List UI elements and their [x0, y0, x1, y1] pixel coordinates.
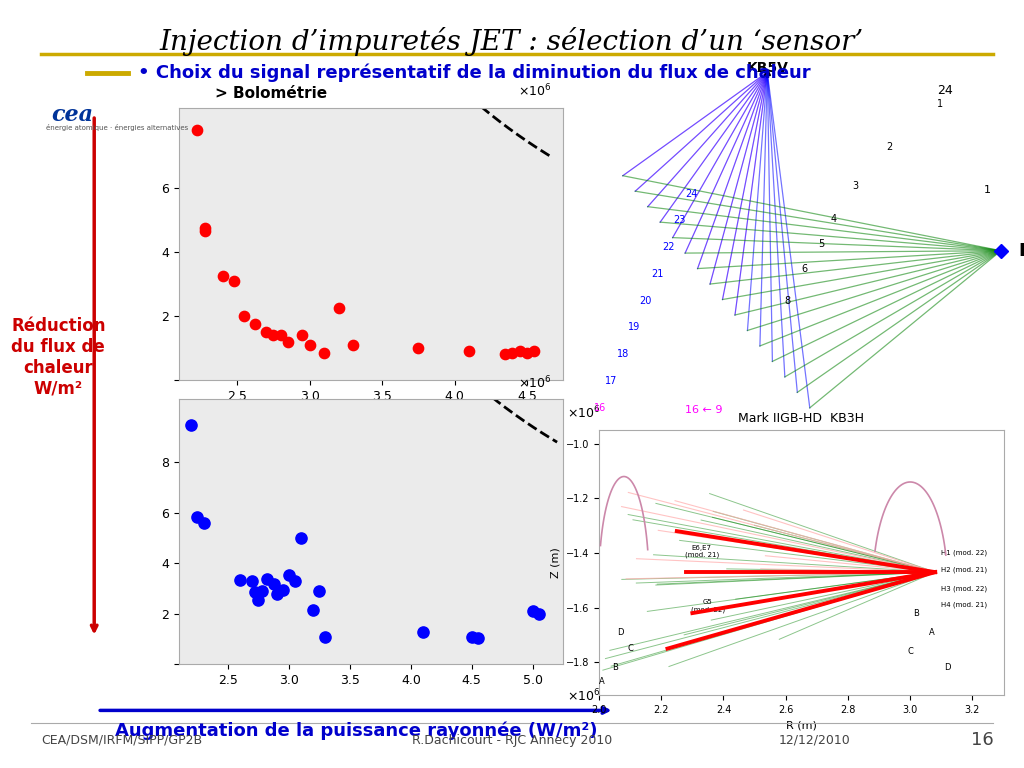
- X-axis label: R (m): R (m): [785, 720, 817, 730]
- Text: énergie atomique · énergies alternatives: énergie atomique · énergies alternatives: [46, 124, 188, 131]
- Text: 24: 24: [685, 189, 697, 199]
- Point: [526, 345, 543, 357]
- Point: [512, 345, 528, 357]
- Text: B: B: [611, 664, 617, 673]
- Text: H4 (mod. 21): H4 (mod. 21): [941, 601, 987, 608]
- Point: [281, 568, 297, 581]
- Point: [196, 517, 212, 529]
- Text: 3: 3: [852, 181, 858, 191]
- Point: [183, 419, 200, 431]
- Text: $\times 10^6$: $\times 10^6$: [567, 405, 600, 422]
- Text: B: B: [913, 609, 920, 617]
- Text: E6,E7
(mod. 21): E6,E7 (mod. 21): [685, 545, 719, 558]
- Point: [345, 339, 361, 351]
- Text: Réduction
du flux de
chaleur
W/m²: Réduction du flux de chaleur W/m²: [11, 317, 105, 397]
- Text: 2: 2: [886, 142, 893, 152]
- Point: [524, 605, 541, 617]
- Text: 1: 1: [937, 99, 943, 109]
- Text: > Bolométrie: > Bolométrie: [215, 86, 327, 101]
- Text: 16 ← 9: 16 ← 9: [685, 405, 722, 415]
- Point: [294, 329, 310, 342]
- Text: 23: 23: [674, 215, 686, 225]
- Point: [214, 270, 230, 282]
- Point: [232, 574, 249, 586]
- Text: H1 (mod. 22): H1 (mod. 22): [941, 550, 987, 556]
- Point: [470, 631, 486, 644]
- Point: [274, 584, 291, 596]
- Text: 8: 8: [784, 296, 791, 306]
- Text: Augmentation de la puissance rayonnée (W/m²): Augmentation de la puissance rayonnée (W…: [115, 722, 598, 740]
- Point: [266, 578, 283, 590]
- Point: [293, 532, 309, 545]
- Point: [311, 585, 328, 598]
- Text: CEA/DSM/IRFM/SIPP/GP2B: CEA/DSM/IRFM/SIPP/GP2B: [41, 734, 202, 746]
- Point: [305, 604, 322, 616]
- Text: 16: 16: [594, 403, 606, 413]
- Point: [301, 339, 317, 351]
- Text: 20: 20: [639, 296, 651, 306]
- Text: $\times 10^6$: $\times 10^6$: [567, 688, 600, 705]
- Text: 18: 18: [616, 349, 629, 359]
- Text: A: A: [599, 677, 605, 686]
- Text: 19: 19: [628, 323, 640, 333]
- Text: 16: 16: [971, 731, 993, 750]
- Point: [504, 347, 520, 359]
- Point: [197, 222, 213, 234]
- Text: R.Dachicourt - RJC Annecy 2010: R.Dachicourt - RJC Annecy 2010: [412, 734, 612, 746]
- Text: KB5V: KB5V: [746, 61, 788, 75]
- Text: 17: 17: [605, 376, 617, 386]
- Text: C: C: [907, 647, 913, 656]
- Text: H3 (mod. 22): H3 (mod. 22): [941, 585, 987, 592]
- Point: [189, 511, 206, 523]
- Text: 22: 22: [663, 242, 675, 252]
- Point: [188, 124, 205, 136]
- Text: $\times 10^6$: $\times 10^6$: [518, 83, 552, 99]
- Point: [287, 575, 303, 588]
- Point: [265, 329, 282, 342]
- Text: H2 (mod. 21): H2 (mod. 21): [941, 566, 987, 573]
- Text: 24: 24: [937, 84, 953, 97]
- Point: [280, 336, 296, 348]
- Text: 5: 5: [818, 239, 824, 249]
- Text: C: C: [628, 644, 633, 654]
- Point: [530, 607, 547, 620]
- Point: [247, 318, 263, 330]
- Y-axis label: Z (m): Z (m): [550, 547, 560, 578]
- Point: [250, 594, 266, 606]
- Title: Mark IIGB-HD  KB3H: Mark IIGB-HD KB3H: [738, 412, 864, 425]
- Text: $\times 10^6$: $\times 10^6$: [518, 375, 552, 392]
- Point: [226, 275, 243, 287]
- Point: [268, 588, 285, 600]
- Point: [247, 586, 263, 598]
- Point: [464, 631, 480, 643]
- Text: 1: 1: [984, 185, 991, 195]
- Text: 6: 6: [801, 263, 807, 273]
- Point: [316, 347, 333, 359]
- Point: [254, 585, 270, 598]
- Text: 12/12/2010: 12/12/2010: [778, 734, 850, 746]
- Point: [331, 302, 347, 314]
- Text: A: A: [929, 628, 935, 637]
- Point: [461, 345, 477, 357]
- Point: [497, 349, 513, 361]
- Point: [317, 631, 334, 643]
- Point: [244, 575, 260, 588]
- Text: Injection d’impuretés JET : sélection d’un ‘sensor’: Injection d’impuretés JET : sélection d’…: [160, 27, 864, 56]
- Point: [272, 329, 289, 342]
- Point: [258, 326, 274, 338]
- Text: KB5H: KB5H: [1018, 242, 1024, 260]
- Text: 21: 21: [651, 269, 664, 279]
- Point: [197, 225, 213, 237]
- Text: G5
(mod. 22): G5 (mod. 22): [691, 600, 725, 613]
- Point: [519, 347, 536, 359]
- Point: [259, 572, 275, 584]
- Point: [410, 342, 426, 354]
- Text: D: D: [617, 628, 624, 637]
- Text: • Choix du signal représentatif de la diminution du flux de chaleur: • Choix du signal représentatif de la di…: [138, 64, 811, 82]
- Text: cea: cea: [51, 104, 93, 126]
- Point: [237, 310, 253, 322]
- Text: D: D: [944, 664, 950, 673]
- Text: 4: 4: [831, 214, 838, 223]
- Point: [415, 625, 431, 637]
